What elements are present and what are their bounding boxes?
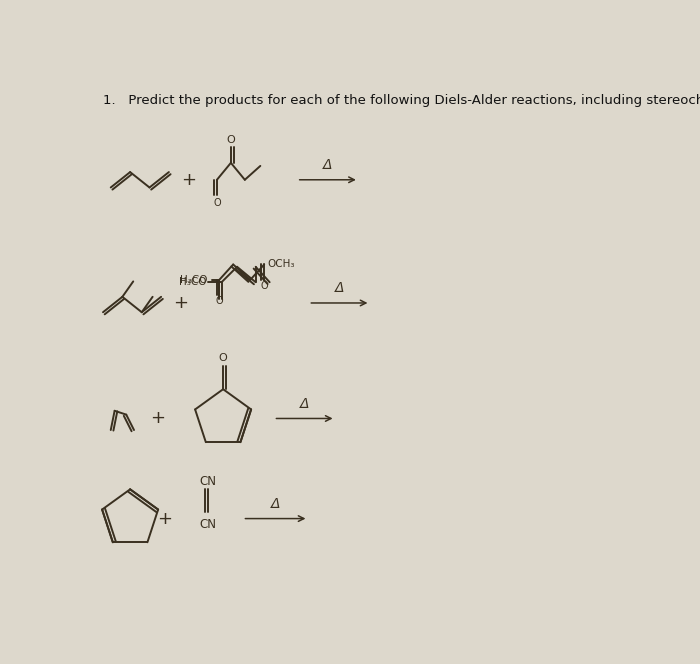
Text: Δ: Δ (271, 497, 280, 511)
Text: OCH₃: OCH₃ (267, 260, 295, 270)
Text: O: O (213, 198, 220, 208)
Text: O: O (218, 353, 228, 363)
Text: 1.   Predict the products for each of the following Diels-Alder reactions, inclu: 1. Predict the products for each of the … (103, 94, 700, 106)
Text: O: O (216, 296, 223, 307)
Text: Δ: Δ (300, 397, 309, 411)
Text: Δ: Δ (335, 282, 344, 295)
Text: +: + (150, 410, 164, 428)
Text: H₃CO: H₃CO (180, 275, 208, 285)
Text: Δ: Δ (323, 158, 332, 172)
Text: CN: CN (199, 475, 216, 488)
Text: +: + (158, 509, 172, 528)
Text: +: + (181, 171, 196, 189)
Text: H₃CO: H₃CO (178, 277, 206, 288)
Text: O: O (227, 135, 235, 145)
Text: +: + (173, 294, 188, 312)
Text: CN: CN (199, 518, 216, 531)
Text: O: O (260, 281, 268, 291)
